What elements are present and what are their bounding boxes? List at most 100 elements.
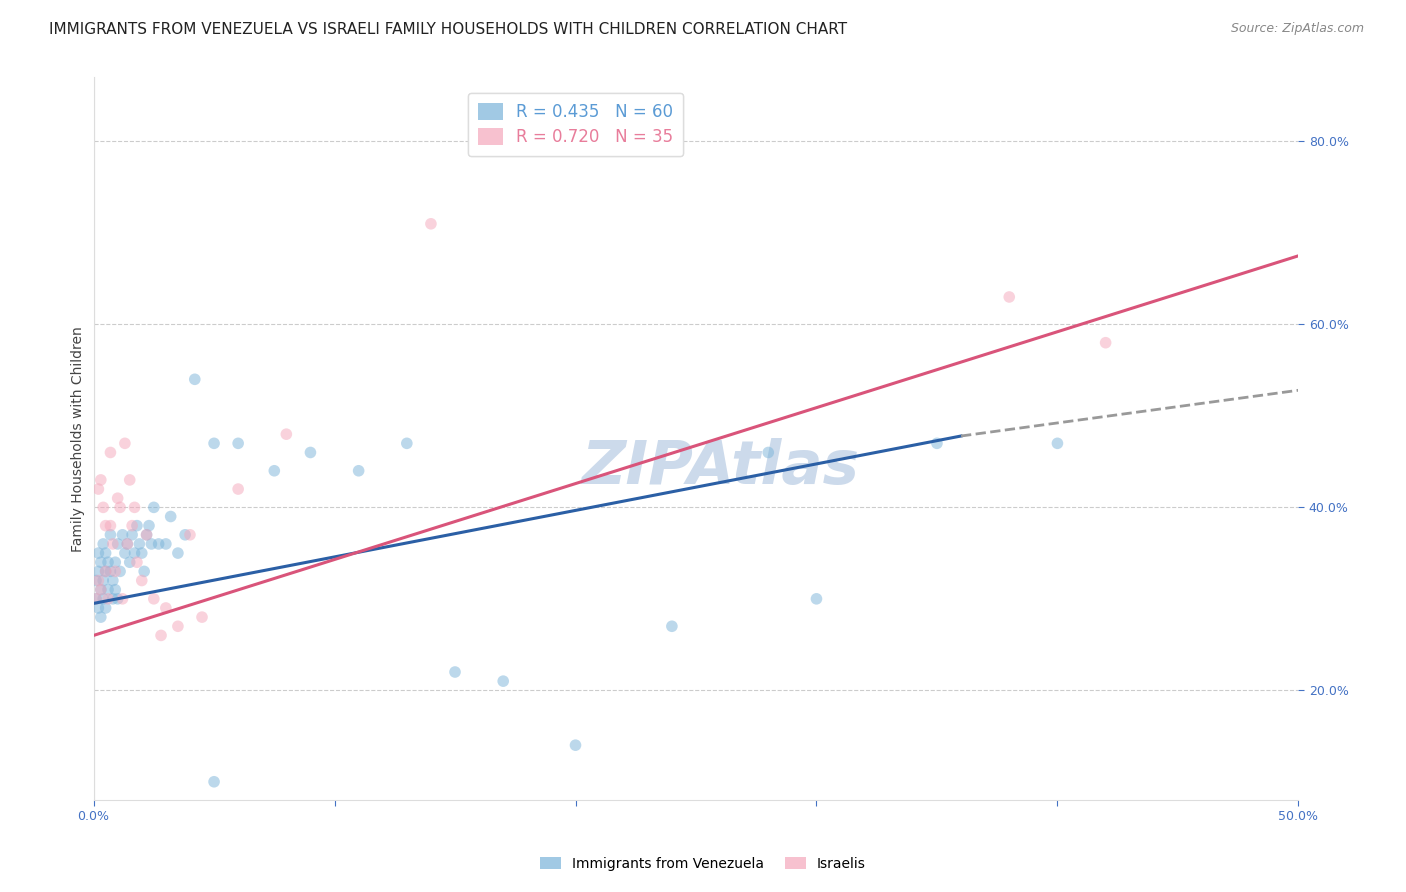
- Point: [444, 665, 467, 679]
- Point: [94, 518, 117, 533]
- Point: [226, 436, 249, 450]
- Y-axis label: Family Households with Children: Family Households with Children: [72, 326, 86, 551]
- Point: [114, 546, 136, 560]
- Point: [108, 500, 131, 515]
- Point: [174, 528, 197, 542]
- Point: [138, 518, 160, 533]
- Point: [141, 537, 163, 551]
- Point: [90, 473, 112, 487]
- Point: [100, 518, 122, 533]
- Point: [87, 601, 110, 615]
- Point: [101, 537, 124, 551]
- Point: [124, 546, 146, 560]
- Point: [150, 628, 173, 642]
- Point: [101, 574, 124, 588]
- Point: [104, 582, 127, 597]
- Point: [91, 537, 114, 551]
- Legend: R = 0.435   N = 60, R = 0.720   N = 35: R = 0.435 N = 60, R = 0.720 N = 35: [468, 93, 683, 156]
- Point: [94, 565, 117, 579]
- Point: [142, 500, 165, 515]
- Point: [104, 565, 127, 579]
- Point: [108, 565, 131, 579]
- Point: [87, 482, 110, 496]
- Point: [395, 436, 418, 450]
- Point: [101, 591, 124, 606]
- Point: [97, 591, 120, 606]
- Point: [118, 473, 141, 487]
- Point: [90, 555, 112, 569]
- Point: [118, 555, 141, 569]
- Point: [97, 555, 120, 569]
- Point: [276, 427, 298, 442]
- Point: [121, 518, 143, 533]
- Point: [84, 574, 107, 588]
- Point: [117, 537, 139, 551]
- Point: [347, 464, 370, 478]
- Point: [202, 774, 225, 789]
- Point: [117, 537, 139, 551]
- Point: [90, 582, 112, 597]
- Point: [114, 436, 136, 450]
- Point: [202, 436, 225, 450]
- Point: [806, 591, 828, 606]
- Point: [155, 537, 177, 551]
- Point: [167, 546, 190, 560]
- Point: [564, 738, 586, 752]
- Point: [492, 674, 515, 689]
- Point: [128, 537, 150, 551]
- Point: [87, 574, 110, 588]
- Point: [94, 601, 117, 615]
- Point: [135, 528, 157, 542]
- Point: [94, 546, 117, 560]
- Point: [263, 464, 285, 478]
- Text: IMMIGRANTS FROM VENEZUELA VS ISRAELI FAMILY HOUSEHOLDS WITH CHILDREN CORRELATION: IMMIGRANTS FROM VENEZUELA VS ISRAELI FAM…: [49, 22, 848, 37]
- Text: Source: ZipAtlas.com: Source: ZipAtlas.com: [1230, 22, 1364, 36]
- Text: ZIPAtlas: ZIPAtlas: [581, 438, 859, 497]
- Point: [91, 500, 114, 515]
- Point: [756, 445, 779, 459]
- Point: [87, 546, 110, 560]
- Legend: Immigrants from Venezuela, Israelis: Immigrants from Venezuela, Israelis: [534, 851, 872, 876]
- Point: [107, 591, 129, 606]
- Point: [159, 509, 181, 524]
- Point: [191, 610, 214, 624]
- Point: [84, 591, 107, 606]
- Point: [661, 619, 683, 633]
- Point: [131, 574, 153, 588]
- Point: [87, 565, 110, 579]
- Point: [226, 482, 249, 496]
- Point: [100, 445, 122, 459]
- Point: [91, 574, 114, 588]
- Point: [179, 528, 201, 542]
- Point: [107, 491, 129, 506]
- Point: [1094, 335, 1116, 350]
- Point: [925, 436, 948, 450]
- Point: [131, 546, 153, 560]
- Point: [104, 555, 127, 569]
- Point: [184, 372, 207, 386]
- Point: [107, 537, 129, 551]
- Point: [134, 565, 156, 579]
- Point: [419, 217, 441, 231]
- Point: [142, 591, 165, 606]
- Point: [91, 591, 114, 606]
- Point: [148, 537, 170, 551]
- Point: [111, 591, 134, 606]
- Point: [97, 582, 120, 597]
- Point: [1046, 436, 1069, 450]
- Point: [125, 555, 148, 569]
- Point: [135, 528, 157, 542]
- Point: [84, 591, 107, 606]
- Point: [111, 528, 134, 542]
- Point: [998, 290, 1021, 304]
- Point: [90, 610, 112, 624]
- Point: [125, 518, 148, 533]
- Point: [121, 528, 143, 542]
- Point: [94, 565, 117, 579]
- Point: [100, 528, 122, 542]
- Point: [299, 445, 322, 459]
- Point: [100, 565, 122, 579]
- Point: [155, 601, 177, 615]
- Point: [124, 500, 146, 515]
- Point: [167, 619, 190, 633]
